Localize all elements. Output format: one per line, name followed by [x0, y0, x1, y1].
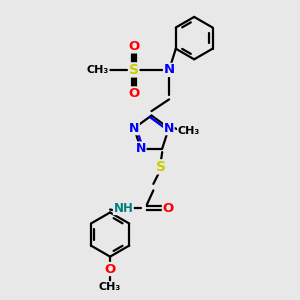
Text: N: N — [136, 142, 146, 155]
Text: S: S — [156, 160, 166, 174]
Text: CH₃: CH₃ — [177, 126, 200, 136]
Text: O: O — [128, 40, 140, 53]
Text: CH₃: CH₃ — [87, 65, 109, 75]
Text: NH: NH — [113, 202, 133, 214]
Text: N: N — [129, 122, 139, 135]
Text: S: S — [129, 63, 139, 77]
Text: O: O — [104, 262, 116, 275]
Text: CH₃: CH₃ — [99, 282, 121, 292]
Text: N: N — [164, 63, 175, 76]
Text: N: N — [164, 122, 174, 135]
Text: O: O — [163, 202, 174, 214]
Text: O: O — [128, 87, 140, 100]
